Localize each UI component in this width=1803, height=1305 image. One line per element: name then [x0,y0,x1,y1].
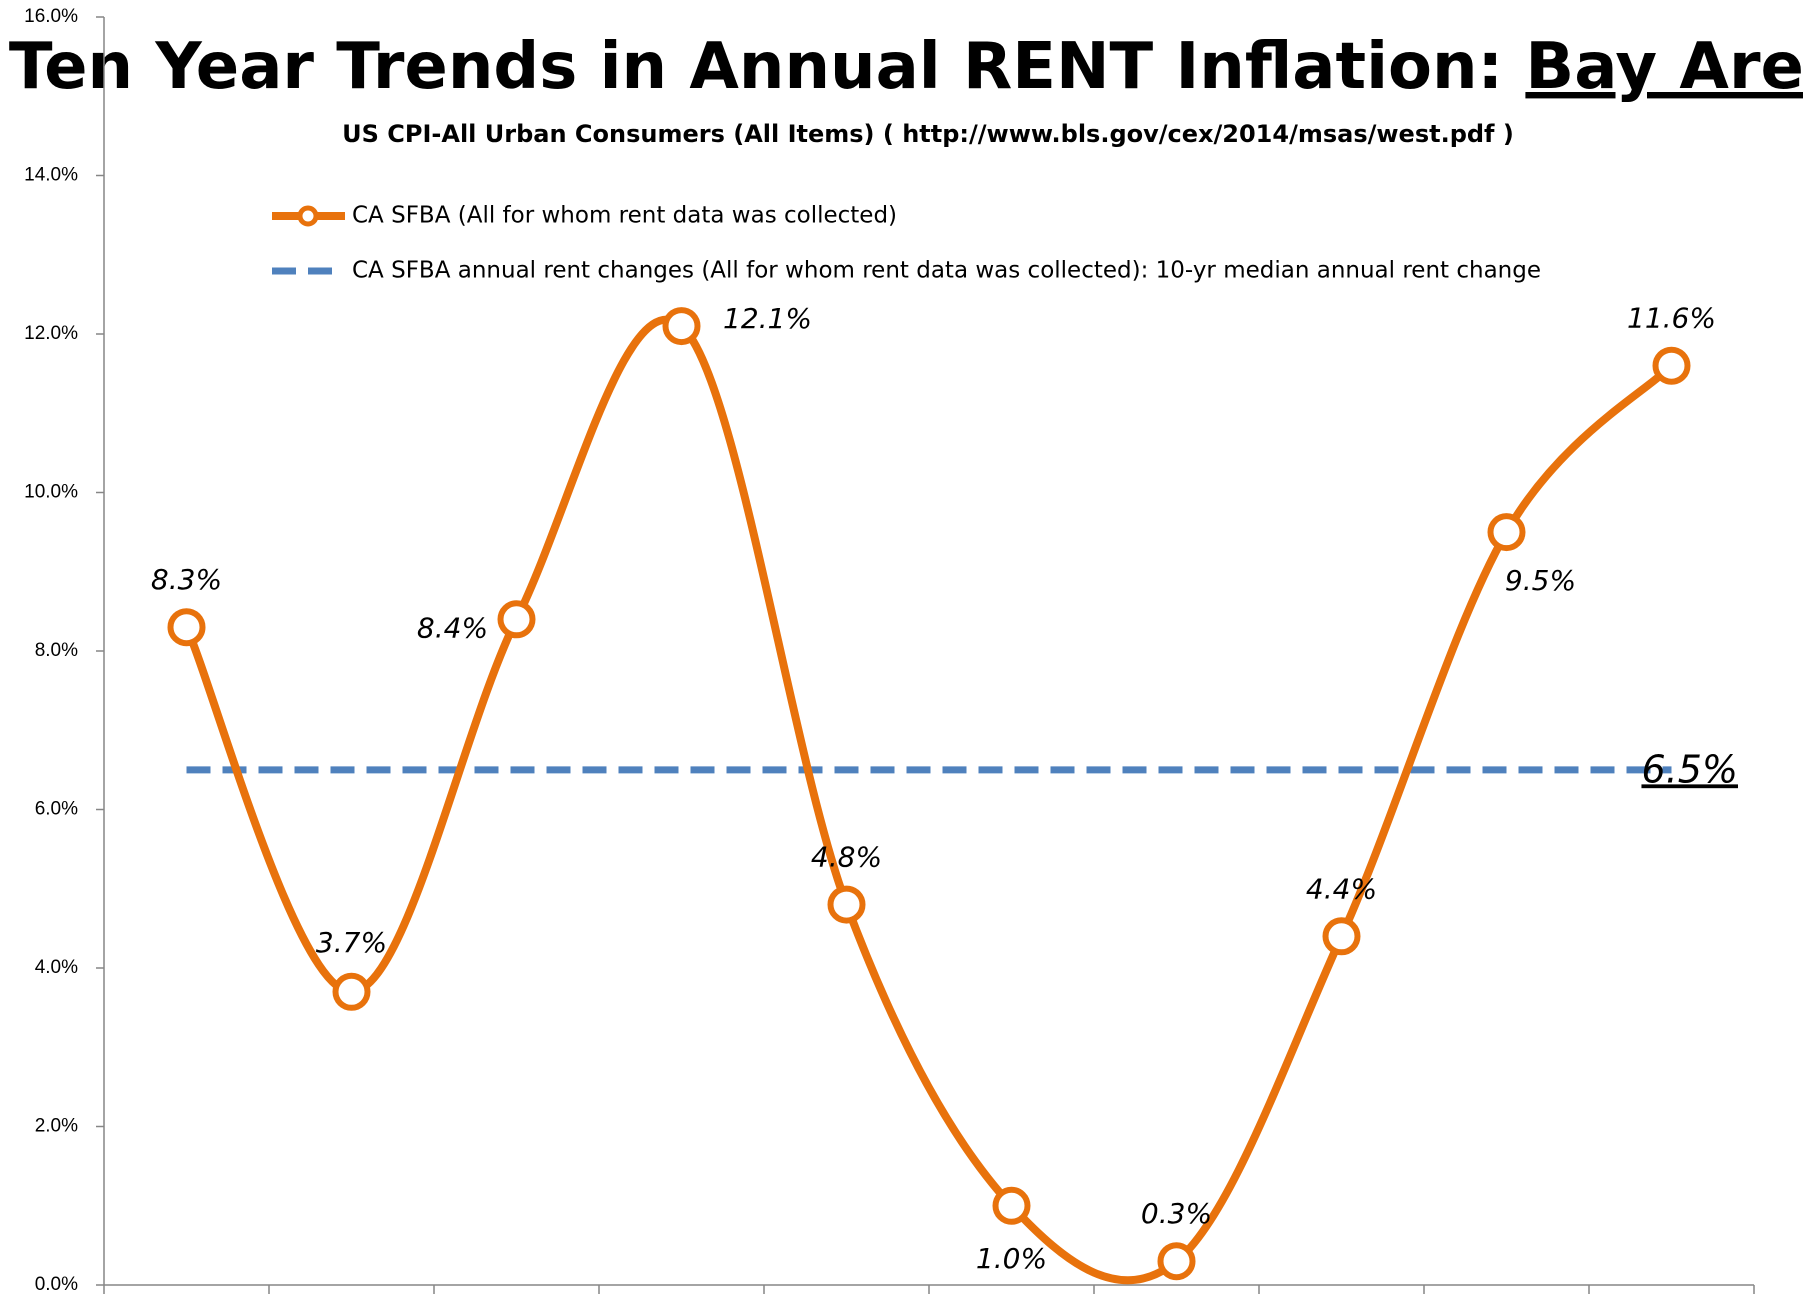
title-highlight: Bay Area [1525,30,1803,104]
legend-marker [297,205,319,227]
data-label: 4.4% [1306,872,1377,905]
legend-label: CA SFBA annual rent changes (All for who… [352,258,1541,284]
data-label: 4.8% [811,841,882,874]
median-label: 6.5% [1641,747,1738,791]
y-tick-label: 16.0% [24,6,78,27]
data-label: 3.7% [316,926,387,959]
chart-title: Ten Year Trends in Annual RENT Inflation… [9,30,1803,104]
y-tick-label: 8.0% [35,640,78,661]
data-point [1322,917,1361,956]
series-line [182,315,1675,1285]
y-tick-label: 12.0% [24,323,78,344]
data-label: 9.5% [1505,564,1576,597]
subtitle: US CPI-All Urban Consumers (All Items) (… [342,120,1514,148]
title-main: Ten Year Trends in Annual RENT Inflation… [9,30,1503,104]
data-point [1487,513,1526,552]
y-tick-label: 4.0% [35,957,78,978]
data-label: 8.4% [417,611,488,644]
y-tick-label: 0.0% [35,1274,78,1295]
y-tick-label: 2.0% [35,1116,78,1137]
data-label: 1.0% [976,1242,1047,1275]
y-tick-label: 14.0% [24,165,78,186]
legend-label: CA SFBA (All for whom rent data was coll… [352,203,897,229]
data-point [1157,1242,1196,1281]
data-point [167,608,206,647]
y-tick-label: 10.0% [24,482,78,503]
data-point [332,972,371,1011]
data-label: 8.3% [151,563,222,596]
data-point [497,600,536,639]
data-label: 12.1% [723,302,812,335]
data-label: 11.6% [1627,302,1716,335]
data-point [662,307,701,346]
data-point [827,885,866,924]
data-point [992,1186,1031,1225]
y-tick-label: 6.0% [35,799,78,820]
data-point [1652,346,1691,385]
data-label: 0.3% [1141,1197,1212,1230]
